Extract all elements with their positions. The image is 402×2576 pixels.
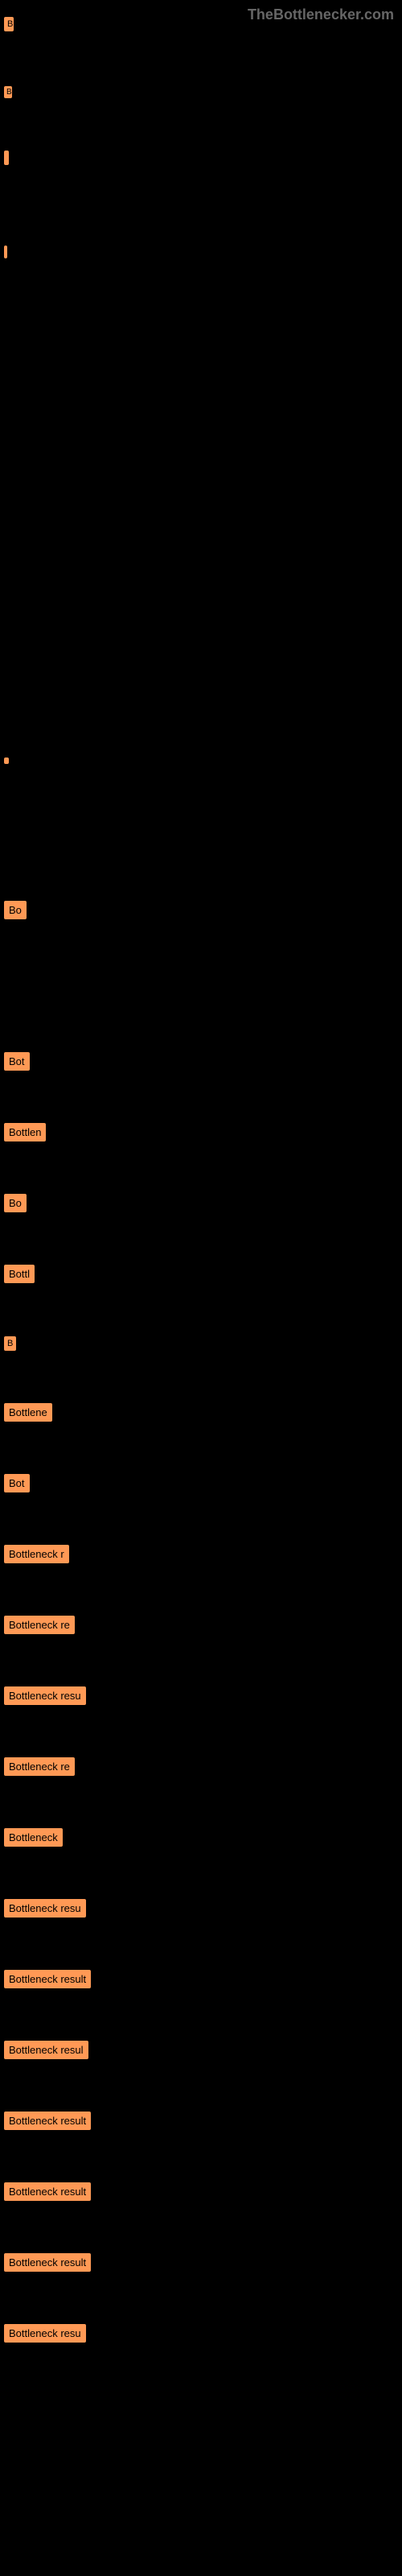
content-area: B B Bo Bot Bottlen Bo Bottl B Bottlene B… [0, 0, 402, 2411]
bottleneck-link[interactable] [4, 246, 7, 258]
link-row: Bottleneck resu [4, 1686, 398, 1729]
bottleneck-link[interactable]: Bottlen [4, 1123, 46, 1141]
link-row: Bo [4, 1194, 398, 1236]
link-row: Bottleneck re [4, 1616, 398, 1658]
spacer [4, 972, 398, 1052]
bottleneck-link[interactable]: Bot [4, 1474, 30, 1492]
link-row: Bottleneck result [4, 1970, 398, 2013]
bottleneck-link[interactable]: Bottleneck re [4, 1757, 75, 1776]
bottleneck-link[interactable]: Bottleneck result [4, 1970, 91, 1988]
bottleneck-link[interactable]: Bottl [4, 1265, 35, 1283]
watermark-text: TheBottlenecker.com [248, 6, 394, 23]
bottleneck-link[interactable]: Bottleneck result [4, 2253, 91, 2272]
bottleneck-link[interactable]: Bottleneck result [4, 2112, 91, 2130]
bottleneck-link[interactable]: Bottlene [4, 1403, 52, 1422]
bottleneck-link[interactable]: Bottleneck [4, 1828, 63, 1847]
link-row [4, 246, 398, 287]
bottleneck-link[interactable]: Bot [4, 1052, 30, 1071]
link-row: Bo [4, 901, 398, 943]
bottleneck-link[interactable]: Bottleneck resu [4, 1899, 86, 1918]
spacer [4, 820, 398, 901]
link-row [4, 151, 398, 193]
bottleneck-link[interactable] [4, 758, 9, 764]
link-row: Bottleneck resul [4, 2041, 398, 2083]
link-row: B [4, 84, 398, 122]
link-row: Bot [4, 1052, 398, 1095]
link-row: Bottleneck result [4, 2253, 398, 2296]
link-row: Bot [4, 1474, 398, 1517]
link-row [4, 758, 398, 792]
bottleneck-link[interactable]: B [4, 17, 14, 31]
bottleneck-link[interactable]: Bottleneck resu [4, 1686, 86, 1705]
bottleneck-link[interactable]: Bottleneck re [4, 1616, 75, 1634]
bottleneck-link[interactable] [4, 151, 9, 165]
bottleneck-link[interactable]: Bottleneck r [4, 1545, 69, 1563]
link-row: Bottleneck r [4, 1545, 398, 1587]
link-row: Bottleneck resu [4, 2324, 398, 2367]
spacer [4, 221, 398, 246]
link-row: Bottlene [4, 1403, 398, 1446]
link-row: Bottlen [4, 1123, 398, 1166]
bottleneck-link[interactable]: Bo [4, 901, 27, 919]
bottleneck-link[interactable]: Bottleneck result [4, 2182, 91, 2201]
bottleneck-link[interactable]: B [4, 86, 12, 98]
bottleneck-link[interactable]: B [4, 1336, 16, 1351]
bottleneck-link[interactable]: Bottleneck resu [4, 2324, 86, 2343]
spacer [4, 315, 398, 758]
link-row: B [4, 1335, 398, 1375]
bottleneck-link[interactable]: Bo [4, 1194, 27, 1212]
link-row: Bottl [4, 1265, 398, 1307]
link-row: Bottleneck result [4, 2182, 398, 2225]
link-row: Bottleneck result [4, 2112, 398, 2154]
bottleneck-link[interactable]: Bottleneck resul [4, 2041, 88, 2059]
link-row: Bottleneck resu [4, 1899, 398, 1942]
link-row: Bottleneck re [4, 1757, 398, 1800]
link-row: Bottleneck [4, 1828, 398, 1871]
